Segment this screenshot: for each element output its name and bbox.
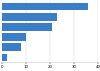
Bar bbox=[2, 54, 7, 61]
Bar bbox=[2, 33, 26, 41]
Bar bbox=[2, 23, 52, 31]
Bar bbox=[2, 3, 88, 10]
Bar bbox=[2, 43, 21, 51]
Bar bbox=[2, 13, 57, 21]
